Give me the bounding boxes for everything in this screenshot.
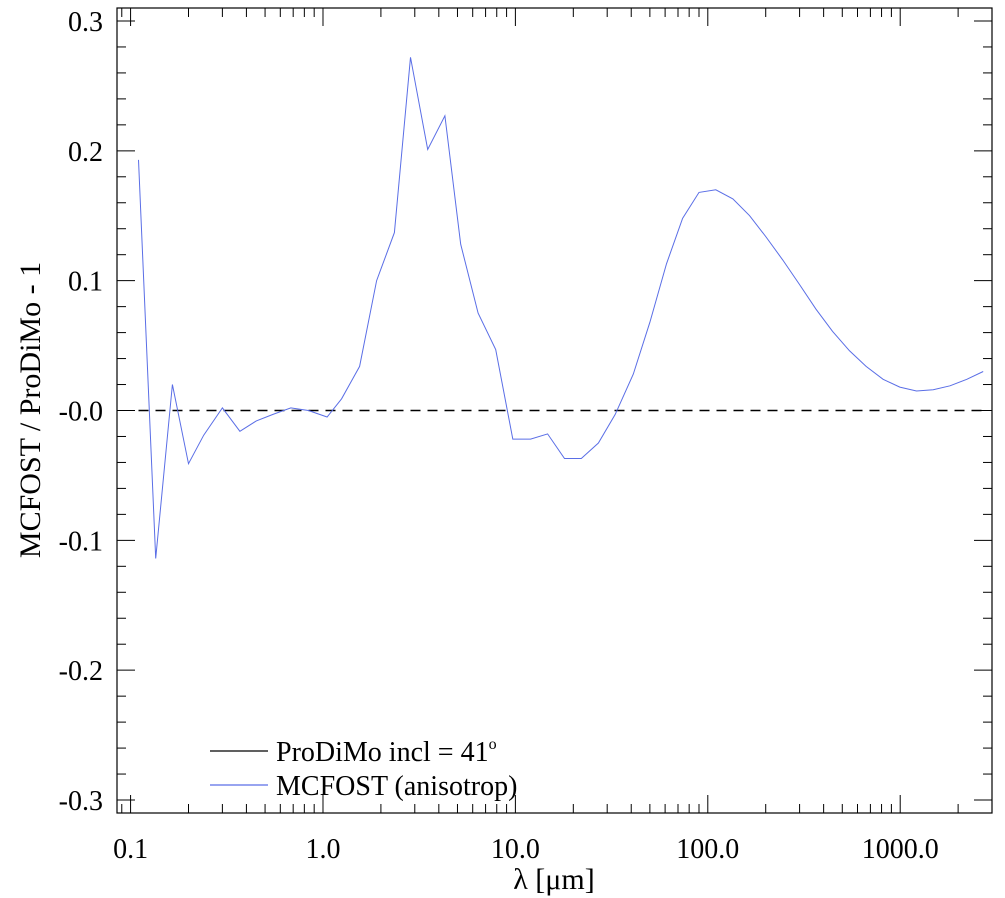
axis-tick-labels: 0.1 1.0 10.0 100.0 1000.0 0.3 0.2 0.1 -0.0 -0.1 -0… (59, 7, 939, 865)
y-tick-label: -0.1 (59, 526, 103, 557)
x-tick-label: 0.1 (113, 834, 148, 865)
x-tick-label: 1.0 (305, 834, 340, 865)
y-tick-label: 0.3 (68, 7, 103, 38)
y-tick-label: -0.3 (59, 786, 103, 817)
x-tick-label: 100.0 (676, 834, 739, 865)
y-tick-label: 0.1 (68, 267, 103, 298)
y-tick-label: 0.2 (68, 137, 103, 168)
x-tick-label: 1000.0 (862, 834, 939, 865)
legend-label-prodimo: ProDiMo incl = 41o (276, 736, 497, 768)
x-tick-label: 10.0 (491, 834, 540, 865)
axis-ticks (117, 8, 993, 813)
x-axis-label: λ [μm] (513, 863, 594, 896)
legend-label-mcfost: MCFOST (anisotrop) (276, 771, 517, 802)
y-tick-label: -0.2 (59, 656, 103, 687)
y-axis-label: MCFOST / ProDiMo - 1 (14, 262, 47, 558)
legend: ProDiMo incl = 41o MCFOST (anisotrop) (210, 736, 517, 802)
legend-label-prodimo-sup: o (489, 736, 497, 753)
series-line-mcfost (138, 57, 984, 559)
series-layer (138, 57, 987, 559)
legend-label-prodimo-main: ProDiMo incl = 41 (276, 737, 489, 768)
y-tick-label: -0.0 (59, 397, 103, 428)
